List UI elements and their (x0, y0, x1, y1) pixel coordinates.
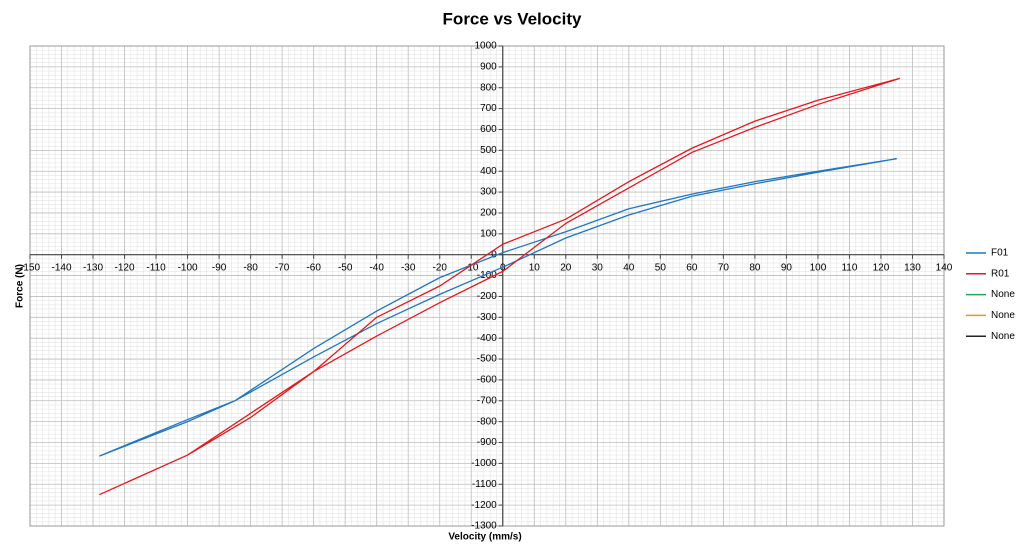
y-tick-label: 1000 (475, 41, 498, 52)
y-tick-label: 800 (480, 82, 497, 93)
y-axis-title: Force (N) (15, 264, 26, 308)
x-tick-label: -60 (306, 262, 321, 273)
x-tick-label: 10 (529, 262, 541, 273)
x-tick-label: -80 (243, 262, 258, 273)
x-tick-label: 70 (718, 262, 730, 273)
x-tick-label: 110 (841, 262, 857, 273)
y-tick-label: 400 (480, 166, 497, 177)
x-tick-label: 30 (592, 262, 604, 273)
x-tick-label: 50 (655, 262, 667, 273)
y-tick-label: -1200 (471, 500, 497, 511)
y-tick-label: 100 (480, 228, 497, 239)
x-tick-label: -100 (178, 262, 198, 273)
x-tick-label: 20 (560, 262, 572, 273)
x-tick-label: -110 (146, 262, 166, 273)
x-tick-label: 140 (936, 262, 953, 273)
plot-border (29, 45, 945, 527)
y-tick-label: -1100 (472, 479, 497, 490)
x-tick-label: -50 (338, 262, 353, 273)
x-tick-label: 0 (500, 262, 506, 273)
y-tick-label: 600 (480, 124, 497, 135)
x-tick-label: -70 (275, 262, 290, 273)
legend-label: None (991, 310, 1015, 321)
x-tick-label: -120 (115, 262, 135, 273)
x-tick-label: -30 (401, 262, 416, 273)
x-tick-label: -140 (52, 262, 72, 273)
x-tick-label: -40 (369, 262, 384, 273)
y-tick-label: -500 (477, 354, 497, 365)
legend-label: None (991, 289, 1015, 300)
y-tick-label: -1000 (471, 458, 497, 469)
x-tick-label: -20 (432, 262, 447, 273)
legend-label: None (991, 331, 1015, 342)
y-tick-label: 0 (491, 249, 497, 260)
y-tick-label: -300 (477, 312, 497, 323)
y-tick-label: -800 (477, 416, 497, 427)
y-tick-label: 200 (480, 208, 497, 219)
x-tick-label: 100 (810, 262, 827, 273)
x-tick-label: -90 (212, 262, 227, 273)
y-tick-label: 900 (480, 62, 497, 73)
y-tick-label: -400 (477, 333, 497, 344)
legend-label: R01 (991, 268, 1010, 279)
y-tick-label: 500 (480, 145, 497, 156)
x-tick-label: -150 (20, 262, 40, 273)
y-tick-label: -600 (477, 375, 497, 386)
series-line (99, 158, 897, 457)
x-tick-label: 130 (904, 262, 921, 273)
x-tick-label: 80 (749, 262, 761, 273)
y-tick-label: -1300 (471, 521, 497, 532)
y-tick-label: 300 (480, 187, 497, 198)
x-tick-label: 90 (781, 262, 793, 273)
chart-title: Force vs Velocity (443, 9, 582, 28)
x-axis-title: Velocity (mm/s) (448, 532, 521, 543)
y-tick-label: -700 (477, 395, 497, 406)
x-tick-label: -130 (83, 262, 103, 273)
x-tick-label: -10 (464, 262, 479, 273)
x-tick-label: 120 (873, 262, 890, 273)
y-tick-label: -100 (477, 270, 497, 281)
y-tick-label: 700 (480, 103, 497, 114)
series-line (99, 77, 901, 496)
legend-label: F01 (991, 248, 1009, 259)
y-tick-label: -900 (477, 437, 497, 448)
x-tick-label: 40 (623, 262, 635, 273)
x-tick-label: 60 (686, 262, 698, 273)
y-tick-label: -200 (477, 291, 497, 302)
